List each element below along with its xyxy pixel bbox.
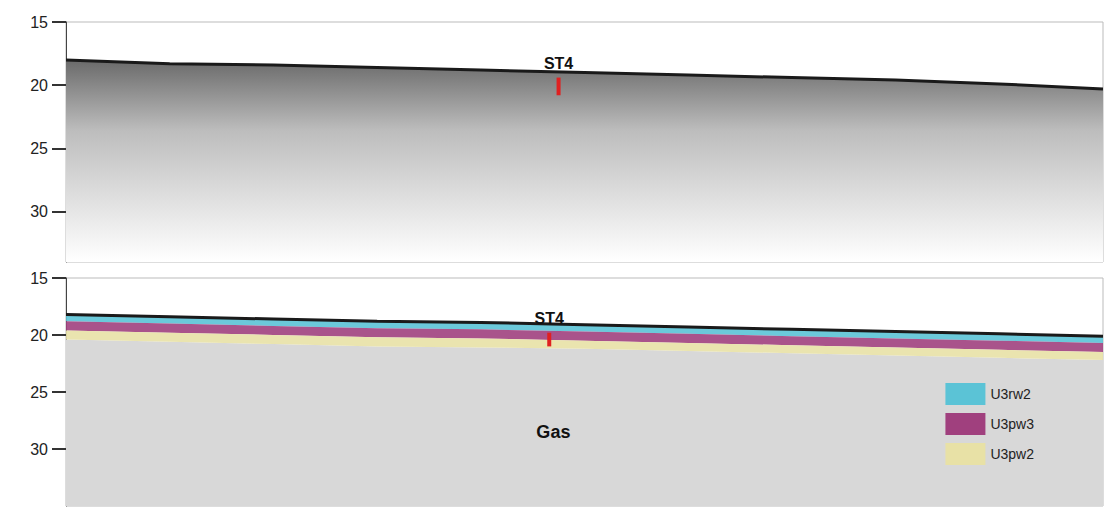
- svg-text:25: 25: [30, 140, 48, 157]
- svg-text:Gas: Gas: [536, 422, 570, 442]
- svg-text:U3pw3: U3pw3: [990, 416, 1034, 432]
- svg-text:ST4: ST4: [535, 310, 564, 327]
- svg-text:20: 20: [30, 327, 48, 344]
- svg-text:15: 15: [30, 270, 48, 287]
- svg-text:U3rw2: U3rw2: [990, 386, 1031, 402]
- svg-text:15: 15: [30, 14, 48, 31]
- svg-text:20: 20: [30, 77, 48, 94]
- svg-text:30: 30: [30, 203, 48, 220]
- svg-text:U3pw2: U3pw2: [990, 446, 1034, 462]
- svg-text:ST4: ST4: [544, 55, 573, 72]
- svg-text:25: 25: [30, 384, 48, 401]
- svg-text:30: 30: [30, 441, 48, 458]
